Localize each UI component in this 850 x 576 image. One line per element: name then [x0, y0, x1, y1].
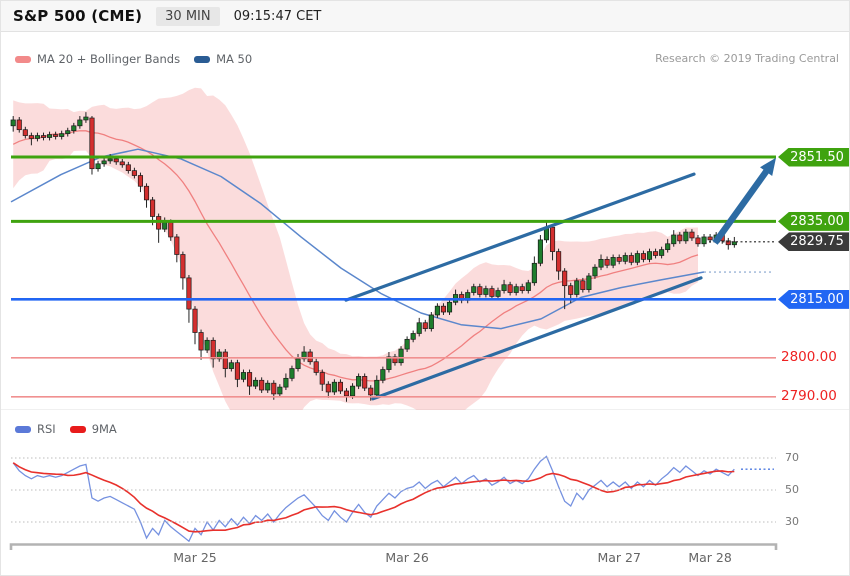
candlestick-series [10, 112, 737, 402]
price-level-tag: 2815.00 [778, 289, 849, 309]
rsi-tick-label: 30 [785, 515, 799, 528]
rsi-9ma-label: 9MA [91, 422, 117, 436]
x-axis-date-label: Mar 26 [385, 550, 429, 565]
symbol-title: S&P 500 (CME) [13, 7, 143, 25]
rsi-panel [12, 455, 735, 542]
bollinger-band [13, 87, 698, 410]
x-axis-date-label: Mar 28 [688, 550, 732, 565]
rsi-9ma-swatch [69, 425, 86, 433]
price-level-tag: 2835.00 [778, 211, 849, 231]
forecast-arrow-shaft [712, 167, 771, 245]
rsi-line [12, 455, 735, 542]
rsi-label: RSI [37, 422, 56, 436]
interval-badge[interactable]: 30 MIN [156, 6, 220, 26]
rsi-legend: RSI 9MA [15, 422, 117, 436]
ma50-label: MA 50 [216, 52, 253, 66]
header: S&P 500 (CME) 30 MIN 09:15:47 CET [1, 1, 849, 32]
price-level-tag: 2829.75 [778, 232, 849, 252]
rsi-tick-label: 70 [785, 451, 799, 464]
price-level-tag: 2800.00 [781, 348, 837, 365]
x-axis-date-label: Mar 27 [597, 550, 641, 565]
ma50-swatch [194, 55, 211, 63]
ma50-line [10, 148, 705, 330]
main-chart-legend: MA 20 + Bollinger Bands MA 50 [15, 52, 252, 66]
trend-channel-upper [344, 172, 696, 302]
ma20-bollinger-swatch [15, 55, 31, 63]
panel-separator [1, 409, 849, 410]
price-level-tag: 2851.50 [778, 147, 849, 167]
rsi-swatch [15, 425, 31, 433]
forecast-arrow-head [759, 157, 776, 176]
ma20-line [12, 130, 699, 382]
price-level-tag: 2790.00 [781, 387, 837, 404]
timestamp: 09:15:47 CET [233, 8, 322, 24]
x-axis-date-label: Mar 25 [173, 550, 217, 565]
trend-channel-lower [371, 276, 703, 401]
x-axis-bar [9, 543, 778, 550]
rsi-9ma-line [12, 462, 735, 533]
research-credit: Research © 2019 Trading Central [655, 52, 839, 65]
ma20-bollinger-label: MA 20 + Bollinger Bands [37, 52, 181, 66]
main-price-panel [10, 87, 737, 410]
rsi-tick-label: 50 [785, 483, 799, 496]
